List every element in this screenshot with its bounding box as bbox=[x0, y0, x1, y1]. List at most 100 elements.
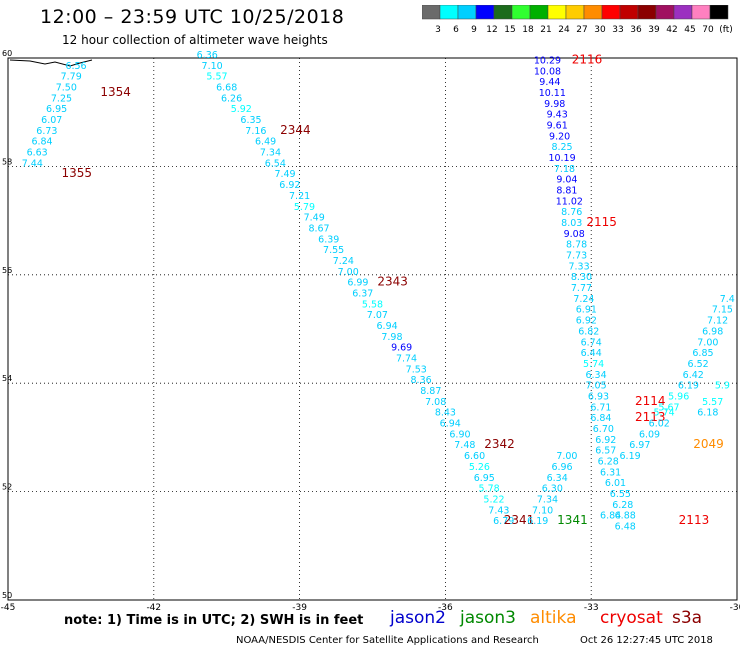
scale-label: 9 bbox=[471, 25, 477, 35]
pass-time-label: 1354 bbox=[100, 85, 131, 99]
scale-label: 45 bbox=[684, 25, 695, 35]
chart-title: 12:00 – 23:59 UTC 10/25/2018 bbox=[40, 6, 345, 28]
wave-height-value: 7.50 bbox=[56, 83, 77, 94]
wave-height-value: 5.78 bbox=[479, 484, 500, 495]
wave-height-value: 9.69 bbox=[391, 343, 412, 354]
wave-height-value: 6.36 bbox=[197, 50, 218, 61]
pass-time-label: 2113 bbox=[679, 513, 710, 527]
wave-height-value: 7.24 bbox=[333, 256, 354, 267]
wave-height-value: 6.60 bbox=[464, 451, 485, 462]
x-tick-label: -42 bbox=[146, 603, 161, 612]
wave-height-value: 8.43 bbox=[435, 408, 456, 419]
wave-height-value: 9.08 bbox=[564, 229, 585, 240]
wave-height-value: 6.98 bbox=[702, 326, 723, 337]
y-tick-label: 56 bbox=[2, 266, 12, 275]
wave-height-value: 6.30 bbox=[542, 484, 563, 495]
y-tick-label: 60 bbox=[2, 49, 12, 58]
scale-label: 70 bbox=[702, 25, 714, 35]
pass-time-label: 1355 bbox=[61, 166, 92, 180]
wave-height-value: 6.28 bbox=[612, 500, 633, 511]
wave-height-value: 5.22 bbox=[483, 494, 504, 505]
wave-height-value: 6.68 bbox=[216, 83, 237, 94]
wave-height-value: 6.70 bbox=[593, 424, 614, 435]
satellite-legend-jason2: jason2 bbox=[390, 608, 446, 628]
pass-time-label: 2342 bbox=[484, 437, 515, 451]
satellite-legend-cryosat: cryosat bbox=[600, 608, 663, 628]
wave-height-value: 6.28 bbox=[598, 457, 619, 468]
wave-height-value: 9.04 bbox=[556, 175, 577, 186]
wave-height-value: 11.02 bbox=[556, 196, 583, 207]
wave-height-value: 6.90 bbox=[449, 429, 470, 440]
wave-height-value: 7.53 bbox=[406, 364, 427, 375]
scale-label: 18 bbox=[522, 25, 534, 35]
wave-height-value: 7.34 bbox=[260, 148, 281, 159]
wave-height-value: 6.42 bbox=[683, 370, 704, 381]
wave-height-value: 6.73 bbox=[36, 126, 57, 137]
wave-height-value: 5.57 bbox=[702, 397, 723, 408]
wave-height-value: 7.49 bbox=[274, 169, 295, 180]
wave-height-value: 6.19 bbox=[678, 381, 699, 392]
pass-time-label: 2115 bbox=[586, 215, 617, 229]
wave-height-value: 7.00 bbox=[338, 267, 359, 278]
x-tick-label: -39 bbox=[292, 603, 307, 612]
wave-height-value: 6.96 bbox=[551, 462, 572, 473]
wave-height-value: 8.87 bbox=[420, 386, 441, 397]
wave-height-value: 6.35 bbox=[240, 115, 261, 126]
wave-height-value: 6.37 bbox=[352, 288, 373, 299]
wave-height-value: 7.15 bbox=[712, 305, 733, 316]
wave-height-value: 5.58 bbox=[362, 299, 383, 310]
x-tick-label: -45 bbox=[1, 603, 16, 612]
wave-height-value: 6.44 bbox=[581, 348, 602, 359]
wave-height-value: 7.73 bbox=[566, 251, 587, 262]
wave-height-value: 6.82 bbox=[578, 326, 599, 337]
wave-height-value: 7.98 bbox=[381, 332, 402, 343]
wave-height-value: 6.93 bbox=[588, 391, 609, 402]
pass-time-label: 2114 bbox=[635, 394, 666, 408]
wave-height-value: 6.55 bbox=[610, 489, 631, 500]
wave-height-value: 6.95 bbox=[46, 104, 67, 115]
scale-label: (ft) bbox=[719, 25, 732, 35]
wave-height-value: 5.57 bbox=[206, 72, 227, 83]
satellite-legend-jason3: jason3 bbox=[460, 608, 516, 628]
wave-height-value: 7.48 bbox=[454, 440, 475, 451]
scale-label: 6 bbox=[453, 25, 459, 35]
wave-height-value: 6.92 bbox=[576, 316, 597, 327]
wave-height-value: 7.00 bbox=[556, 451, 577, 462]
wave-height-value: 8.03 bbox=[561, 218, 582, 229]
x-tick-label: -33 bbox=[584, 603, 599, 612]
wave-height-value: 5.92 bbox=[231, 104, 252, 115]
wave-height-value: 8.78 bbox=[566, 240, 587, 251]
y-tick-label: 52 bbox=[2, 483, 12, 492]
wave-height-value: 8.67 bbox=[308, 223, 329, 234]
wave-height-value: 9.44 bbox=[539, 77, 560, 88]
wave-height-value: 7.10 bbox=[532, 505, 553, 516]
scale-label: 27 bbox=[576, 25, 587, 35]
scale-label: 30 bbox=[594, 25, 606, 35]
wave-height-value: 6.57 bbox=[595, 446, 616, 457]
pass-time-label: 2113 bbox=[635, 410, 666, 424]
chart-subtitle: 12 hour collection of altimeter wave hei… bbox=[62, 33, 328, 47]
satellite-legend-s3a: s3a bbox=[672, 608, 703, 628]
wave-height-value: 6.19 bbox=[620, 451, 641, 462]
wave-height-value: 8.25 bbox=[551, 142, 572, 153]
wave-height-value: 9.20 bbox=[549, 131, 570, 142]
wave-height-value: 6.99 bbox=[347, 278, 368, 289]
wave-height-value: 7.43 bbox=[488, 505, 509, 516]
x-tick-label: -30 bbox=[730, 603, 740, 612]
wave-height-value: 7.55 bbox=[323, 245, 344, 256]
wave-height-value: 7.16 bbox=[245, 126, 266, 137]
wave-height-value: 6.26 bbox=[221, 93, 242, 104]
wave-height-value: 6.49 bbox=[255, 137, 276, 148]
scale-label: 36 bbox=[630, 25, 642, 35]
y-tick-label: 50 bbox=[2, 591, 12, 600]
scale-swatch bbox=[709, 5, 729, 20]
wave-height-value: 7.07 bbox=[367, 310, 388, 321]
wave-height-value: 6.48 bbox=[615, 522, 636, 533]
wave-height-value: 6.85 bbox=[692, 348, 713, 359]
wave-height-value: 7.44 bbox=[22, 158, 43, 169]
wave-height-value: 6.97 bbox=[629, 440, 650, 451]
wave-height-value: 7.34 bbox=[537, 494, 558, 505]
coastline bbox=[9, 59, 93, 67]
wave-height-value: 10.11 bbox=[539, 88, 566, 99]
scale-label: 39 bbox=[648, 25, 660, 35]
